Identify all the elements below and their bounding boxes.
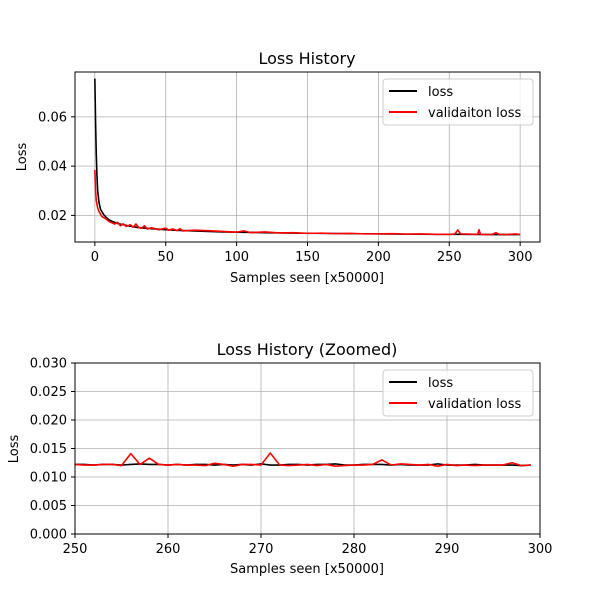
- series-lines: [74, 452, 531, 467]
- y-tick-label: 0.015: [30, 442, 67, 457]
- series-lines: [94, 78, 521, 236]
- x-tick-label: 300: [508, 250, 533, 265]
- x-tick-label: 290: [435, 542, 460, 557]
- x-tick-label: 200: [366, 250, 391, 265]
- y-tick-label: 0.025: [30, 385, 67, 400]
- y-tick-label: 0.010: [30, 471, 67, 486]
- chart-title: Loss History (Zoomed): [217, 340, 398, 359]
- legend: loss validaiton loss: [382, 78, 534, 126]
- chart-loss-history-zoomed: Loss History (Zoomed) 250 260 270 280 290 300…: [7, 340, 552, 577]
- x-tick-label: 280: [342, 542, 367, 557]
- y-tick-label: 0.020: [30, 414, 67, 429]
- x-tick-label: 50: [157, 250, 174, 265]
- x-tick-label: 0: [91, 250, 99, 265]
- y-tick-label: 0.06: [38, 110, 67, 125]
- y-ticks: 0.02 0.04 0.06: [38, 110, 75, 224]
- x-tick-label: 100: [224, 250, 249, 265]
- y-tick-label: 0.005: [30, 499, 67, 514]
- x-tick-label: 250: [437, 250, 462, 265]
- x-ticks: 250 260 270 280 290 300: [63, 534, 553, 557]
- x-tick-label: 250: [63, 542, 88, 557]
- series-line-validation-loss: [74, 452, 531, 467]
- x-tick-label: 150: [295, 250, 320, 265]
- y-tick-label: 0.030: [30, 357, 67, 372]
- chart-loss-history: Loss History 0 50 100 150 200 250 300 0.02 0.04…: [15, 49, 541, 286]
- y-axis-label: Loss: [7, 435, 22, 464]
- y-ticks: 0.000 0.005 0.010 0.015 0.020 0.025 0.030: [30, 357, 75, 543]
- chart-title: Loss History: [258, 49, 355, 68]
- y-tick-label: 0.000: [30, 528, 67, 543]
- y-tick-label: 0.02: [38, 209, 67, 224]
- y-axis-label: Loss: [15, 143, 30, 172]
- y-tick-label: 0.04: [38, 160, 67, 175]
- legend-box: [382, 78, 534, 126]
- x-tick-label: 270: [249, 542, 274, 557]
- series-line-validation-loss: [94, 169, 521, 236]
- legend-entry-loss: loss: [428, 85, 453, 100]
- legend-entry-validation-loss: validaiton loss: [428, 106, 521, 121]
- x-ticks: 0 50 100 150 200 250 300: [91, 242, 533, 265]
- x-axis-label: Samples seen [x50000]: [230, 271, 384, 286]
- legend-entry-loss: loss: [428, 376, 453, 391]
- legend-entry-validation-loss: validation loss: [428, 397, 521, 412]
- x-axis-label: Samples seen [x50000]: [230, 562, 384, 577]
- x-tick-label: 300: [528, 542, 553, 557]
- legend-box: [382, 369, 534, 417]
- x-tick-label: 260: [156, 542, 181, 557]
- legend: loss validation loss: [382, 369, 534, 417]
